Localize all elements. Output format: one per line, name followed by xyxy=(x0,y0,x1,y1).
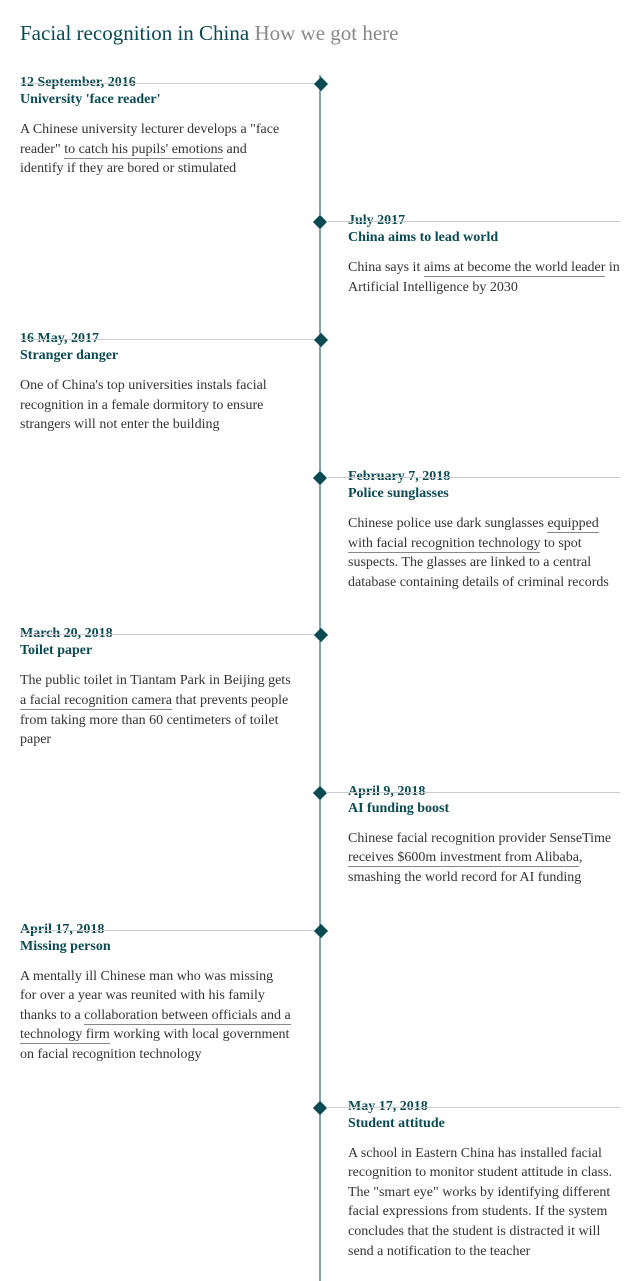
entry-body: Chinese facial recognition provider Sens… xyxy=(348,829,620,888)
timeline-entry: April 17, 2018Missing person A mentally i… xyxy=(20,922,320,1085)
entry-body-link[interactable]: receives $600m investment from Alibaba xyxy=(348,850,579,867)
entry-title: University 'face reader' xyxy=(20,92,292,108)
timeline-entry: 16 May, 2017Stranger danger One of China'… xyxy=(20,331,320,455)
entry-body-link[interactable]: a facial recognition camera xyxy=(20,693,172,710)
entry-date: February 7, 2018 xyxy=(348,469,620,485)
entry-title: China aims to lead world xyxy=(348,230,620,246)
entry-date: 16 May, 2017 xyxy=(20,331,292,347)
entry-title: Missing person xyxy=(20,939,292,955)
timeline-entry: February 7, 2018Police sunglasses Chinese… xyxy=(320,469,620,612)
entry-body: China says it aims at become the world l… xyxy=(348,258,620,297)
entry-body-text: Chinese police use dark sunglasses xyxy=(348,516,547,531)
timeline-entry: May 17, 2018Student attitude A school in … xyxy=(320,1099,620,1281)
entry-date: April 17, 2018 xyxy=(20,922,292,938)
entry-title: Student attitude xyxy=(348,1116,620,1132)
entry-body-text: China says it xyxy=(348,260,424,275)
entry-body-link[interactable]: to catch his pupils' emotions xyxy=(64,142,223,159)
entry-date: 12 September, 2016 xyxy=(20,75,292,91)
entry-body: A mentally ill Chinese man who was missi… xyxy=(20,967,292,1065)
entry-body: Chinese police use dark sunglasses equip… xyxy=(348,514,620,592)
entry-title: Stranger danger xyxy=(20,348,292,364)
timeline-entry: July 2017China aims to lead world China s… xyxy=(320,213,620,317)
entry-body-text: The public toilet in Tiantam Park in Bei… xyxy=(20,673,291,688)
entry-date: April 9, 2018 xyxy=(348,784,620,800)
entry-body-text: A school in Eastern China has installed … xyxy=(348,1146,612,1259)
entry-title: Police sunglasses xyxy=(348,486,620,502)
page-title: Facial recognition in China How we got h… xyxy=(20,20,620,47)
timeline-entry: March 20, 2018Toilet paper The public toi… xyxy=(20,626,320,769)
timeline: 12 September, 2016University 'face reade… xyxy=(20,75,620,1281)
entry-title: AI funding boost xyxy=(348,801,620,817)
title-bold: Facial recognition in China xyxy=(20,21,249,45)
entry-body-text: Chinese facial recognition provider Sens… xyxy=(348,831,611,846)
entry-date: March 20, 2018 xyxy=(20,626,292,642)
entry-body-link[interactable]: aims at become the world leader xyxy=(424,260,606,277)
entry-date: May 17, 2018 xyxy=(348,1099,620,1115)
timeline-entry: April 9, 2018AI funding boost Chinese fac… xyxy=(320,784,620,908)
entry-body: A school in Eastern China has installed … xyxy=(348,1144,620,1262)
entry-title: Toilet paper xyxy=(20,643,292,659)
entry-body: The public toilet in Tiantam Park in Bei… xyxy=(20,671,292,749)
timeline-entry: 12 September, 2016University 'face reade… xyxy=(20,75,320,199)
entry-date: July 2017 xyxy=(348,213,620,229)
entry-body-text: One of China's top universities instals … xyxy=(20,378,267,432)
entry-body: A Chinese university lecturer develops a… xyxy=(20,120,292,179)
title-light: How we got here xyxy=(254,21,398,45)
entry-body: One of China's top universities instals … xyxy=(20,376,292,435)
